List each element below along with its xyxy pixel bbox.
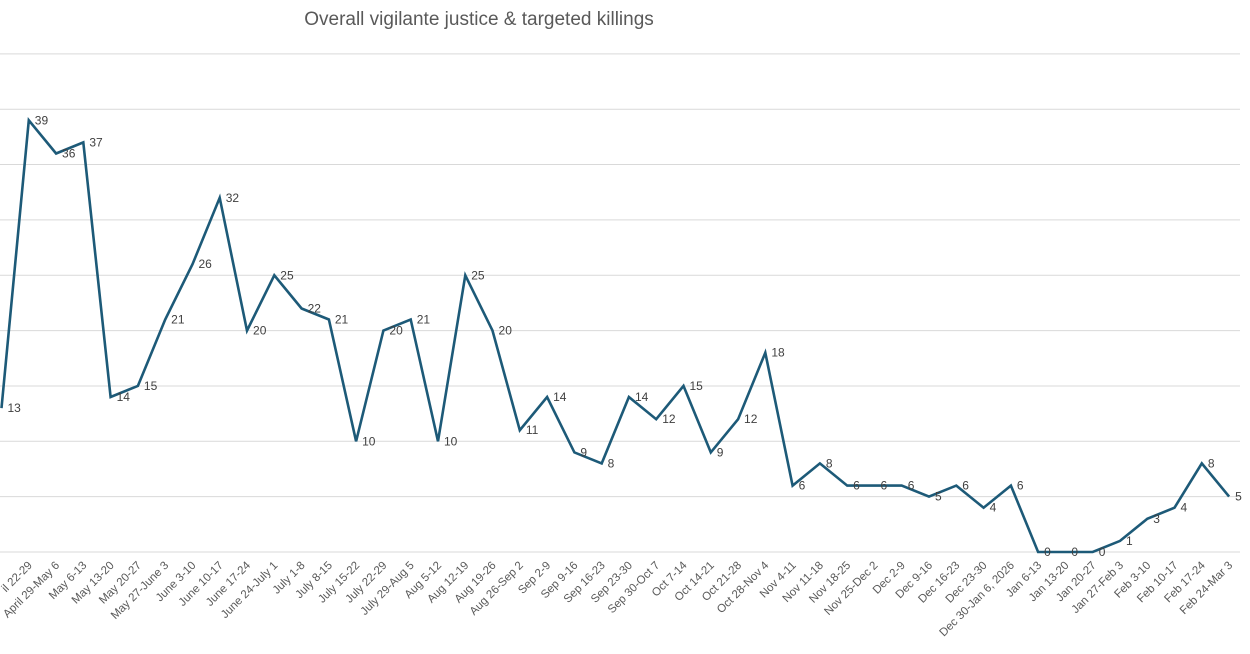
data-label: 20 (253, 324, 267, 338)
data-label: 8 (608, 456, 615, 470)
chart-title: Overall vigilante justice & targeted kil… (304, 9, 654, 30)
data-label: 10 (362, 434, 376, 448)
data-label: 5 (1235, 490, 1242, 504)
data-label: 20 (499, 324, 513, 338)
data-label: 14 (117, 390, 131, 404)
data-labels: 1339363714152126322025222110202110252011… (8, 113, 1243, 559)
data-label: 36 (62, 146, 76, 160)
data-label: 9 (580, 445, 587, 459)
data-label: 8 (826, 456, 833, 470)
data-label: 21 (417, 313, 431, 327)
data-label: 9 (717, 445, 724, 459)
data-label: 18 (771, 346, 785, 360)
data-label: 6 (880, 479, 887, 493)
data-label: 11 (526, 423, 539, 437)
data-label: 22 (308, 301, 322, 315)
data-label: 5 (935, 490, 942, 504)
data-label: 0 (1071, 545, 1078, 559)
data-label: 14 (635, 390, 649, 404)
data-label: 8 (1208, 456, 1215, 470)
gridlines (0, 53, 1240, 553)
data-label: 3 (1153, 512, 1160, 526)
data-label: 6 (853, 479, 860, 493)
data-label: 20 (389, 324, 403, 338)
data-label: 4 (1181, 501, 1188, 515)
series-line (0, 117, 1231, 554)
data-label: 26 (198, 257, 212, 271)
data-label: 25 (471, 268, 485, 282)
data-label: 12 (744, 412, 758, 426)
data-label: 15 (690, 379, 704, 393)
data-label: 0 (1044, 545, 1051, 559)
data-label: 15 (144, 379, 158, 393)
data-label: 0 (1099, 545, 1106, 559)
data-label: 37 (89, 135, 103, 149)
data-label: 6 (799, 479, 806, 493)
data-label: 21 (171, 313, 185, 327)
data-label: 6 (908, 479, 915, 493)
data-label: 4 (990, 501, 997, 515)
data-label: 6 (1017, 479, 1024, 493)
data-label: 10 (444, 434, 458, 448)
data-label: 1 (1126, 534, 1133, 548)
data-label: 32 (226, 191, 240, 205)
data-label: 13 (8, 401, 22, 415)
data-label: 25 (280, 268, 294, 282)
data-label: 14 (553, 390, 567, 404)
data-label: 6 (962, 479, 969, 493)
data-label: 12 (662, 412, 676, 426)
data-label: 21 (335, 313, 349, 327)
data-label: 39 (35, 113, 49, 127)
